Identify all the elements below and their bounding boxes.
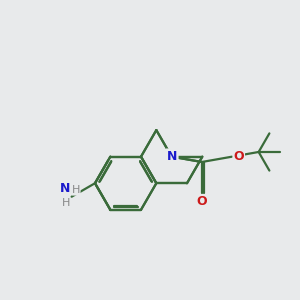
Text: N: N bbox=[60, 182, 70, 195]
Text: O: O bbox=[196, 195, 207, 208]
Text: N: N bbox=[167, 150, 177, 163]
Text: O: O bbox=[233, 149, 244, 163]
Text: H: H bbox=[72, 185, 80, 195]
Text: N: N bbox=[167, 150, 177, 163]
Text: H: H bbox=[62, 198, 70, 208]
